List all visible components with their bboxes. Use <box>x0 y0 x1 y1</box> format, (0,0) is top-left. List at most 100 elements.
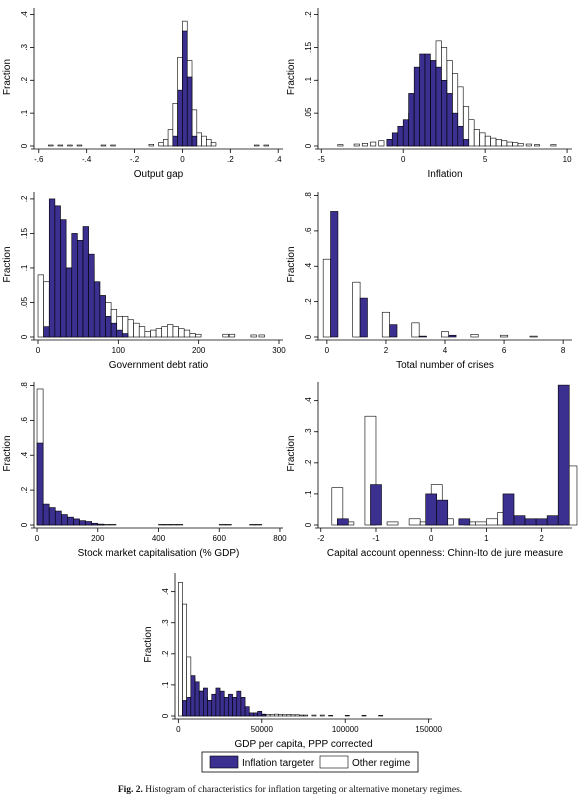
bar-other-regime <box>138 326 146 338</box>
y-axis-title: Fraction <box>2 246 13 282</box>
bar-inflation-targeter <box>436 499 449 526</box>
bar-inflation-targeter <box>48 198 56 338</box>
bar-inflation-targeter <box>419 53 426 147</box>
bar-other-regime <box>218 524 226 526</box>
x-tick-label: 0 <box>35 534 40 543</box>
bar-other-regime <box>150 329 157 338</box>
x-tick-label: 2 <box>539 534 544 543</box>
bar-inflation-targeter <box>418 335 427 338</box>
bar-inflation-targeter <box>463 139 470 147</box>
bar-inflation-targeter <box>236 690 242 717</box>
y-tick-label: .05 <box>304 107 313 119</box>
bar-other-regime <box>506 141 513 147</box>
y-tick-label: .2 <box>304 459 313 466</box>
bar-inflation-targeter <box>82 226 89 338</box>
y-tick-label: .05 <box>20 296 29 308</box>
x-tick-label: -1 <box>372 534 380 543</box>
bar-other-regime <box>110 144 116 147</box>
x-tick-label: 0 <box>176 725 181 734</box>
y-axis-title: Fraction <box>2 435 13 471</box>
figure-caption: Fig. 2. Histogram of characteristics for… <box>0 785 580 795</box>
y-tick-label: .3 <box>161 619 170 626</box>
y-tick-label: .2 <box>161 650 170 657</box>
bar-inflation-targeter <box>105 315 112 338</box>
bar-other-regime <box>378 715 384 717</box>
y-tick-label: .3 <box>304 428 313 435</box>
bar-other-regime <box>222 333 229 338</box>
bar-inflation-targeter <box>232 697 238 717</box>
bar-other-regime <box>133 322 140 338</box>
x-tick-label: 200 <box>91 534 105 543</box>
bar-inflation-targeter <box>408 93 415 147</box>
bar-other-regime <box>303 714 308 717</box>
bar-other-regime <box>178 328 185 338</box>
x-tick-label: -2 <box>317 534 325 543</box>
bar-other-regime <box>294 714 300 717</box>
bar-inflation-targeter <box>88 253 95 338</box>
x-tick-label: 100 <box>112 346 126 355</box>
x-tick-label: 0 <box>429 534 434 543</box>
bar-inflation-targeter <box>97 523 105 526</box>
bar-inflation-targeter <box>61 514 68 526</box>
bar-other-regime <box>322 258 331 338</box>
bar-other-regime <box>490 137 497 147</box>
bar-other-regime <box>278 714 283 717</box>
histogram-panel-7: 0 50000 100000 150000 0 .1 .2 .3 .4 GDP per capit… <box>143 573 443 750</box>
histogram-panels: -.6 -.4 -.2 0 .2 .4 0 .1 .2 .3 .4 Output gap Fractio… <box>2 8 578 750</box>
x-tick-label: 800 <box>273 534 287 543</box>
bar-other-regime <box>189 333 196 338</box>
bar-inflation-targeter <box>402 119 409 147</box>
bar-inflation-targeter <box>425 493 438 526</box>
legend-label-other-regime: Other regime <box>352 758 411 769</box>
bar-other-regime <box>529 335 538 338</box>
y-tick-label: .4 <box>304 397 313 404</box>
y-tick-label: .15 <box>304 41 313 53</box>
bar-inflation-targeter <box>99 295 106 338</box>
bar-other-regime <box>67 144 73 147</box>
y-tick-label: .8 <box>20 382 29 389</box>
y-tick-label: .2 <box>20 486 29 493</box>
bar-other-regime <box>517 143 524 147</box>
y-tick-label: .1 <box>304 490 313 497</box>
bar-other-regime <box>500 334 509 338</box>
bar-inflation-targeter <box>54 205 61 338</box>
bar-inflation-targeter <box>391 132 398 147</box>
bar-inflation-targeter <box>389 324 398 338</box>
bar-other-regime <box>206 139 212 147</box>
bar-inflation-targeter <box>177 89 183 147</box>
y-axis-title: Fraction <box>286 246 297 282</box>
bar-other-regime <box>255 524 263 526</box>
bar-other-regime <box>286 714 292 717</box>
bar-other-regime <box>479 132 486 147</box>
caption-text: Histogram of characteristics for inflati… <box>145 785 463 795</box>
bar-other-regime <box>167 129 174 147</box>
bar-other-regime <box>512 142 519 147</box>
bar-other-regime <box>228 333 236 338</box>
bar-other-regime <box>258 334 265 338</box>
bar-inflation-targeter <box>413 66 420 147</box>
bar-inflation-targeter <box>211 693 217 717</box>
legend: Inflation targeter Other regime <box>201 751 419 773</box>
bar-inflation-targeter <box>73 518 80 526</box>
y-tick-label: 0 <box>304 522 313 527</box>
bar-other-regime <box>172 326 179 338</box>
bar-other-regime <box>311 714 317 717</box>
x-tick-label: 10 <box>563 155 572 164</box>
bar-other-regime <box>201 135 207 147</box>
bar-inflation-targeter <box>194 681 200 717</box>
legend-swatch-other-regime <box>319 755 349 769</box>
y-tick-label: .1 <box>161 681 170 688</box>
bar-other-regime <box>525 143 532 147</box>
bar-other-regime <box>344 715 350 717</box>
y-tick-label: .2 <box>20 195 29 202</box>
bar-other-regime <box>468 119 475 147</box>
bar-other-regime <box>282 714 288 717</box>
bar-inflation-targeter <box>198 690 204 717</box>
bar-other-regime <box>144 331 151 338</box>
bar-inflation-targeter <box>219 690 225 717</box>
bar-inflation-targeter <box>386 139 393 147</box>
bar-inflation-targeter <box>110 322 118 338</box>
bar-other-regime <box>370 141 377 147</box>
bar-other-regime <box>273 713 279 717</box>
bar-inflation-targeter <box>54 510 62 526</box>
